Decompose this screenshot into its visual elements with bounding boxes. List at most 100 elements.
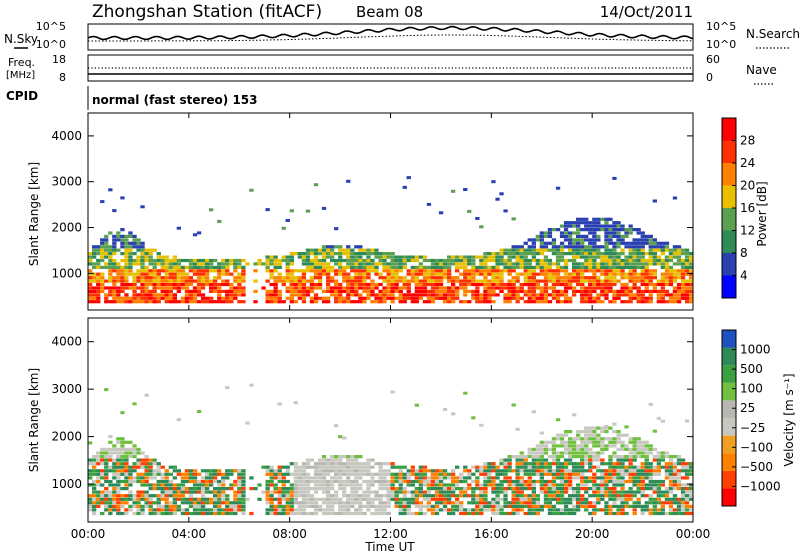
echo-cell xyxy=(394,487,399,491)
velocity-colorbar-swatch xyxy=(722,453,736,471)
echo-cell xyxy=(108,440,113,444)
echo-cell xyxy=(366,508,371,512)
echo-cell xyxy=(672,501,678,505)
echo-cell xyxy=(455,504,460,508)
echo-cell xyxy=(616,458,621,462)
echo-cell xyxy=(689,286,694,290)
echo-cell xyxy=(326,494,331,498)
echo-cell xyxy=(672,276,678,280)
echo-cell xyxy=(491,465,496,469)
echo-cell xyxy=(164,476,169,480)
echo-cell xyxy=(104,296,109,300)
echo-cell xyxy=(362,252,367,256)
echo-cell xyxy=(156,293,161,297)
echo-cell xyxy=(559,469,565,473)
echo-cell xyxy=(660,483,665,487)
echo-cell xyxy=(180,508,186,512)
echo-cell xyxy=(386,262,391,266)
echo-cell xyxy=(434,487,440,491)
nave-tick-bottom: 0 xyxy=(706,71,713,84)
echo-cell xyxy=(519,469,524,473)
echo-cell xyxy=(531,497,536,501)
echo-cell xyxy=(442,265,448,269)
echo-cell xyxy=(148,258,153,263)
echo-cell xyxy=(301,289,307,293)
echo-cell xyxy=(120,296,125,300)
echo-cell xyxy=(225,262,230,266)
echo-cell xyxy=(656,293,661,297)
echo-cell xyxy=(112,497,117,501)
echo-cell xyxy=(612,258,617,263)
echo-cell xyxy=(563,238,569,242)
echo-cell xyxy=(281,282,286,287)
echo-cell xyxy=(386,269,391,273)
echo-cell xyxy=(317,265,323,269)
echo-cell xyxy=(668,293,674,297)
echo-cell xyxy=(196,508,202,512)
echo-cell xyxy=(317,258,323,263)
echo-cell xyxy=(426,501,432,505)
echo-cell xyxy=(576,265,581,269)
echo-cell xyxy=(483,487,488,491)
echo-cell xyxy=(156,511,161,516)
echo-cell xyxy=(164,487,169,491)
echo-cell xyxy=(100,447,105,451)
echo-cell xyxy=(301,469,307,473)
echo-cell xyxy=(273,511,278,516)
echo-cell xyxy=(180,300,186,304)
echo-cell xyxy=(148,248,153,252)
echo-cell xyxy=(684,252,690,256)
echo-cell xyxy=(346,497,351,501)
echo-cell xyxy=(406,508,411,512)
echo-cell xyxy=(358,262,363,266)
y-tick-label: 2000 xyxy=(51,430,82,444)
echo-cell xyxy=(136,272,141,276)
echo-cell xyxy=(313,300,319,304)
echo-cell xyxy=(515,293,520,297)
echo-cell xyxy=(418,494,423,498)
echo-cell xyxy=(624,479,629,484)
echo-cell xyxy=(321,458,327,462)
echo-cell xyxy=(277,469,282,473)
echo-cell xyxy=(672,508,678,512)
echo-cell xyxy=(382,504,387,508)
echo-cell xyxy=(330,476,335,480)
echo-cell xyxy=(588,433,593,437)
echo-cell xyxy=(205,479,210,484)
echo-cell xyxy=(108,286,113,290)
echo-cell xyxy=(334,272,339,276)
echo-cell xyxy=(479,465,484,469)
echo-cell xyxy=(612,487,617,491)
echo-cell xyxy=(414,279,419,283)
echo-cell xyxy=(535,293,540,297)
echo-cell xyxy=(398,487,403,491)
echo-cell xyxy=(475,272,480,276)
echo-cell xyxy=(523,258,528,263)
echo-cell xyxy=(689,300,694,304)
echo-cell xyxy=(330,265,335,269)
echo-cell xyxy=(168,262,173,266)
echo-cell xyxy=(346,494,351,498)
echo-cell xyxy=(438,472,444,476)
echo-cell xyxy=(144,483,149,487)
echo-cell xyxy=(184,497,190,501)
echo-cell xyxy=(568,238,573,242)
echo-cell xyxy=(600,447,605,451)
echo-cell xyxy=(382,479,387,484)
echo-cell xyxy=(588,282,593,287)
echo-cell xyxy=(245,421,250,425)
echo-cell xyxy=(511,262,516,266)
echo-cell xyxy=(112,458,117,462)
echo-cell xyxy=(342,436,347,440)
echo-cell xyxy=(273,296,278,300)
echo-cell xyxy=(596,262,601,266)
echo-cell xyxy=(668,248,674,252)
echo-cell xyxy=(196,293,202,297)
velocity-colorbar-swatch xyxy=(722,330,736,348)
echo-cell xyxy=(188,279,194,283)
echo-cell xyxy=(108,511,113,516)
echo-cell xyxy=(334,497,339,501)
echo-cell xyxy=(467,269,472,273)
echo-cell xyxy=(305,494,311,498)
echo-cell xyxy=(430,289,436,293)
